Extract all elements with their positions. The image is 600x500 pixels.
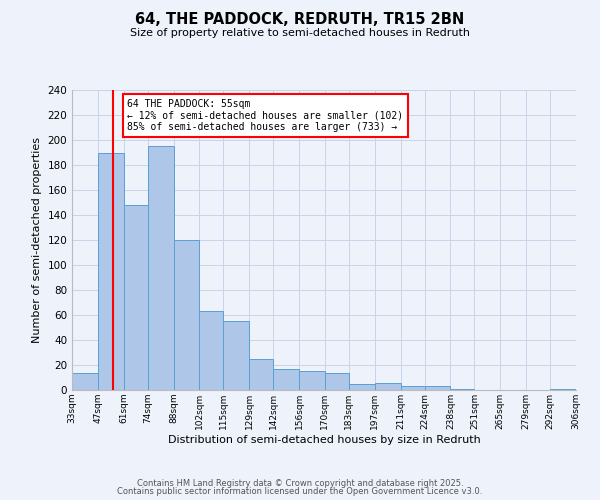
Bar <box>124 205 148 390</box>
Bar <box>299 371 325 390</box>
X-axis label: Distribution of semi-detached houses by size in Redruth: Distribution of semi-detached houses by … <box>167 434 481 444</box>
Bar <box>425 386 451 390</box>
Bar <box>550 389 576 390</box>
Text: Contains HM Land Registry data © Crown copyright and database right 2025.: Contains HM Land Registry data © Crown c… <box>137 478 463 488</box>
Bar <box>72 372 98 390</box>
Bar <box>325 372 349 390</box>
Text: Contains public sector information licensed under the Open Government Licence v3: Contains public sector information licen… <box>118 487 482 496</box>
Text: 64, THE PADDOCK, REDRUTH, TR15 2BN: 64, THE PADDOCK, REDRUTH, TR15 2BN <box>136 12 464 28</box>
Text: Size of property relative to semi-detached houses in Redruth: Size of property relative to semi-detach… <box>130 28 470 38</box>
Y-axis label: Number of semi-detached properties: Number of semi-detached properties <box>32 137 42 343</box>
Bar <box>148 146 173 390</box>
Bar <box>223 322 249 390</box>
Bar <box>173 240 199 390</box>
Bar <box>199 311 223 390</box>
Bar <box>451 389 475 390</box>
Bar <box>349 384 375 390</box>
Bar <box>375 382 401 390</box>
Bar <box>401 386 425 390</box>
Text: 64 THE PADDOCK: 55sqm
← 12% of semi-detached houses are smaller (102)
85% of sem: 64 THE PADDOCK: 55sqm ← 12% of semi-deta… <box>127 99 404 132</box>
Bar <box>98 152 124 390</box>
Bar <box>249 359 273 390</box>
Bar <box>273 369 299 390</box>
